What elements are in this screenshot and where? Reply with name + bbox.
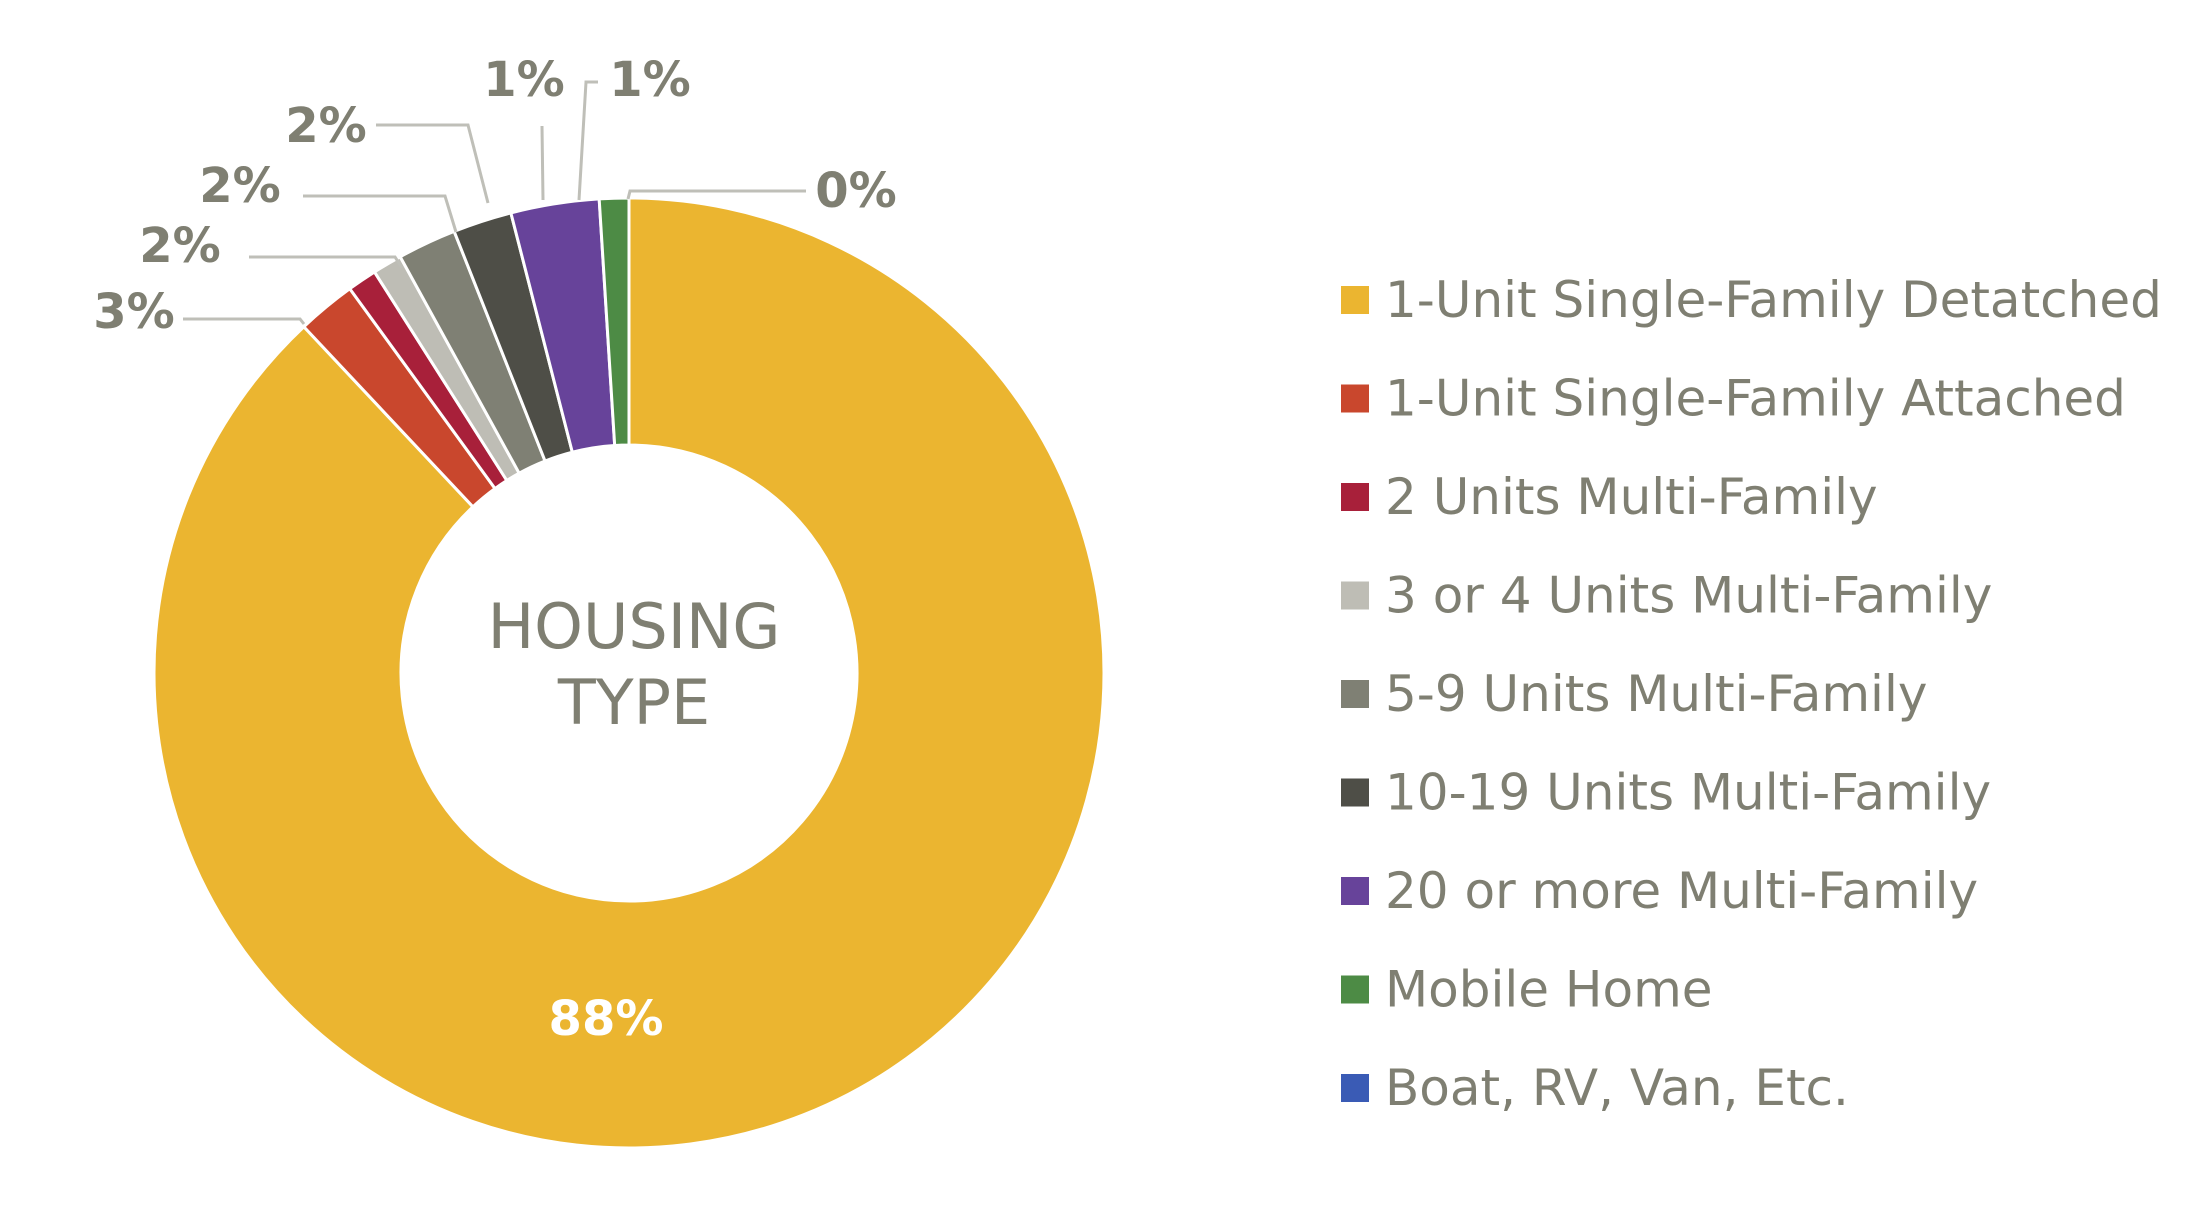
center-label-line-2: TYPE xyxy=(557,666,710,739)
leader-line-3-or-4-units-multi-family xyxy=(540,125,545,201)
legend-item-3-or-4-units-multi-family: 3 or 4 Units Multi-Family xyxy=(1341,567,1992,625)
data-label-1-unit-single-family-detatched: 88% xyxy=(549,991,664,1047)
legend-item-20-or-more-multi-family: 20 or more Multi-Family xyxy=(1341,862,1978,920)
legend-item-5-9-units-multi-family: 5-9 Units Multi-Family xyxy=(1341,665,1927,723)
legend-item-2-units-multi-family: 2 Units Multi-Family xyxy=(1341,468,1878,526)
center-label-line-1: HOUSING xyxy=(488,590,781,663)
data-label-1-unit-single-family-attached: 2% xyxy=(199,158,281,214)
legend-swatch xyxy=(1341,581,1369,610)
donut-slices xyxy=(152,196,1106,1150)
legend-label: 20 or more Multi-Family xyxy=(1385,862,1978,920)
legend-label: 5-9 Units Multi-Family xyxy=(1385,665,1927,723)
slice-mobile-home xyxy=(597,196,631,448)
legend-swatch xyxy=(1341,877,1369,905)
legend-item-1-unit-single-family-attached: 1-Unit Single-Family Attached xyxy=(1341,370,2126,428)
legend-label: 1-Unit Single-Family Detatched xyxy=(1385,271,2162,329)
legend-label: 2 Units Multi-Family xyxy=(1385,468,1878,526)
legend-swatch xyxy=(1341,975,1369,1004)
data-label-20-or-more-multi-family: 3% xyxy=(93,284,175,340)
slice-1-unit-single-family-detatched xyxy=(152,196,1106,1150)
data-label-10-19-units-multi-family: 2% xyxy=(285,98,367,154)
legend-swatch xyxy=(1341,778,1369,807)
legend-swatch xyxy=(1341,680,1369,708)
legend-label: 10-19 Units Multi-Family xyxy=(1385,764,1991,822)
legend-swatch xyxy=(1341,483,1369,511)
data-label-3-or-4-units-multi-family: 1% xyxy=(483,52,565,108)
leader-line-5-9-units-multi-family xyxy=(249,255,404,269)
legend-label: Boat, RV, Van, Etc. xyxy=(1385,1059,1849,1117)
slice-labels: 88%2%1%1%2%2%3%0% xyxy=(93,52,897,1047)
leader-line-2-units-multi-family xyxy=(577,80,598,201)
leader-line-mobile-home xyxy=(626,189,806,200)
legend-swatch xyxy=(1341,1074,1369,1102)
legend-label: 1-Unit Single-Family Attached xyxy=(1385,370,2126,428)
legend-item-mobile-home: Mobile Home xyxy=(1341,961,1713,1019)
legend-item-boat-rv-van-etc: Boat, RV, Van, Etc. xyxy=(1341,1059,1849,1117)
legend-item-10-19-units-multi-family: 10-19 Units Multi-Family xyxy=(1341,764,1991,822)
leader-line-1-unit-single-family-attached xyxy=(303,194,458,233)
legend-swatch xyxy=(1341,286,1369,314)
leader-line-10-19-units-multi-family xyxy=(376,123,490,204)
chart-legend: 1-Unit Single-Family Detatched 1-Unit Sin… xyxy=(1341,271,2162,1117)
data-label-5-9-units-multi-family: 2% xyxy=(139,218,221,274)
data-label-mobile-home: 0% xyxy=(815,163,897,219)
legend-label: Mobile Home xyxy=(1385,961,1713,1019)
legend-swatch xyxy=(1341,384,1369,413)
donut-center-label: HOUSING TYPE xyxy=(488,590,781,739)
leader-lines xyxy=(183,80,806,325)
legend-label: 3 or 4 Units Multi-Family xyxy=(1385,567,1992,625)
legend-item-1-unit-single-family-detatched: 1-Unit Single-Family Detatched xyxy=(1341,271,2162,329)
leader-line-20-or-more-multi-family xyxy=(183,317,306,325)
data-label-2-units-multi-family: 1% xyxy=(609,52,691,108)
